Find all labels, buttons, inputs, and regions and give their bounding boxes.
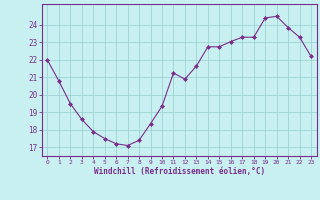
X-axis label: Windchill (Refroidissement éolien,°C): Windchill (Refroidissement éolien,°C) [94,167,265,176]
